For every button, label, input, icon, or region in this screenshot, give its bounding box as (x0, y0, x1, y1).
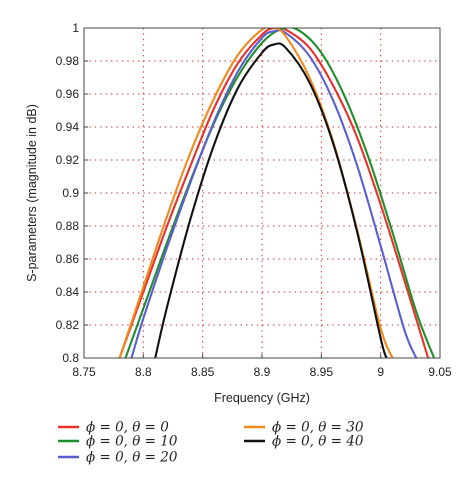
legend-label: ϕ = 0, θ = 20 (86, 450, 178, 466)
x-tick-label: 9.05 (428, 365, 452, 379)
legend-label: ϕ = 0, θ = 10 (86, 434, 178, 450)
y-tick-label: 0.9 (62, 186, 79, 200)
legend-item: ϕ = 0, θ = 0 (58, 420, 169, 436)
x-tick-label: 8.85 (191, 365, 215, 379)
y-tick-label: 1 (72, 21, 79, 35)
legend-label: ϕ = 0, θ = 0 (86, 420, 169, 436)
series-line-2 (130, 29, 418, 358)
y-tick-label: 0.98 (56, 54, 80, 68)
x-tick-label: 9 (377, 365, 384, 379)
legend-item: ϕ = 0, θ = 40 (244, 434, 364, 450)
x-tick-label: 8.9 (254, 365, 271, 379)
series-line-0 (118, 28, 430, 358)
x-axis-title: Frequency (GHz) (214, 391, 310, 405)
legend-item: ϕ = 0, θ = 30 (244, 420, 364, 436)
series-line-4 (154, 42, 388, 358)
grid (84, 28, 440, 358)
legend-label: ϕ = 0, θ = 30 (272, 420, 364, 436)
x-tick-label: 8.8 (135, 365, 152, 379)
x-tick-label: 8.75 (72, 365, 96, 379)
legend: ϕ = 0, θ = 0ϕ = 0, θ = 10ϕ = 0, θ = 20 ϕ … (58, 420, 364, 466)
y-tick-label: 0.92 (56, 153, 80, 167)
ticks: 8.75 8.8 8.85 8.9 8.95 9 9.05 0.8 0.82 0.84 0.86 0.… (56, 21, 452, 379)
legend-item: ϕ = 0, θ = 20 (58, 450, 178, 466)
y-tick-label: 0.94 (56, 120, 80, 134)
y-tick-label: 0.96 (56, 87, 80, 101)
y-tick-label: 0.8 (62, 351, 79, 365)
series-group (118, 28, 436, 358)
y-tick-label: 0.82 (56, 318, 80, 332)
y-tick-label: 0.88 (56, 219, 80, 233)
x-tick-label: 8.95 (310, 365, 334, 379)
y-tick-label: 0.84 (56, 285, 80, 299)
legend-item: ϕ = 0, θ = 10 (58, 434, 178, 450)
y-tick-label: 0.86 (56, 252, 80, 266)
y-axis-title: S-parameters (magnitude in dB) (25, 104, 39, 282)
legend-label: ϕ = 0, θ = 40 (272, 434, 364, 450)
